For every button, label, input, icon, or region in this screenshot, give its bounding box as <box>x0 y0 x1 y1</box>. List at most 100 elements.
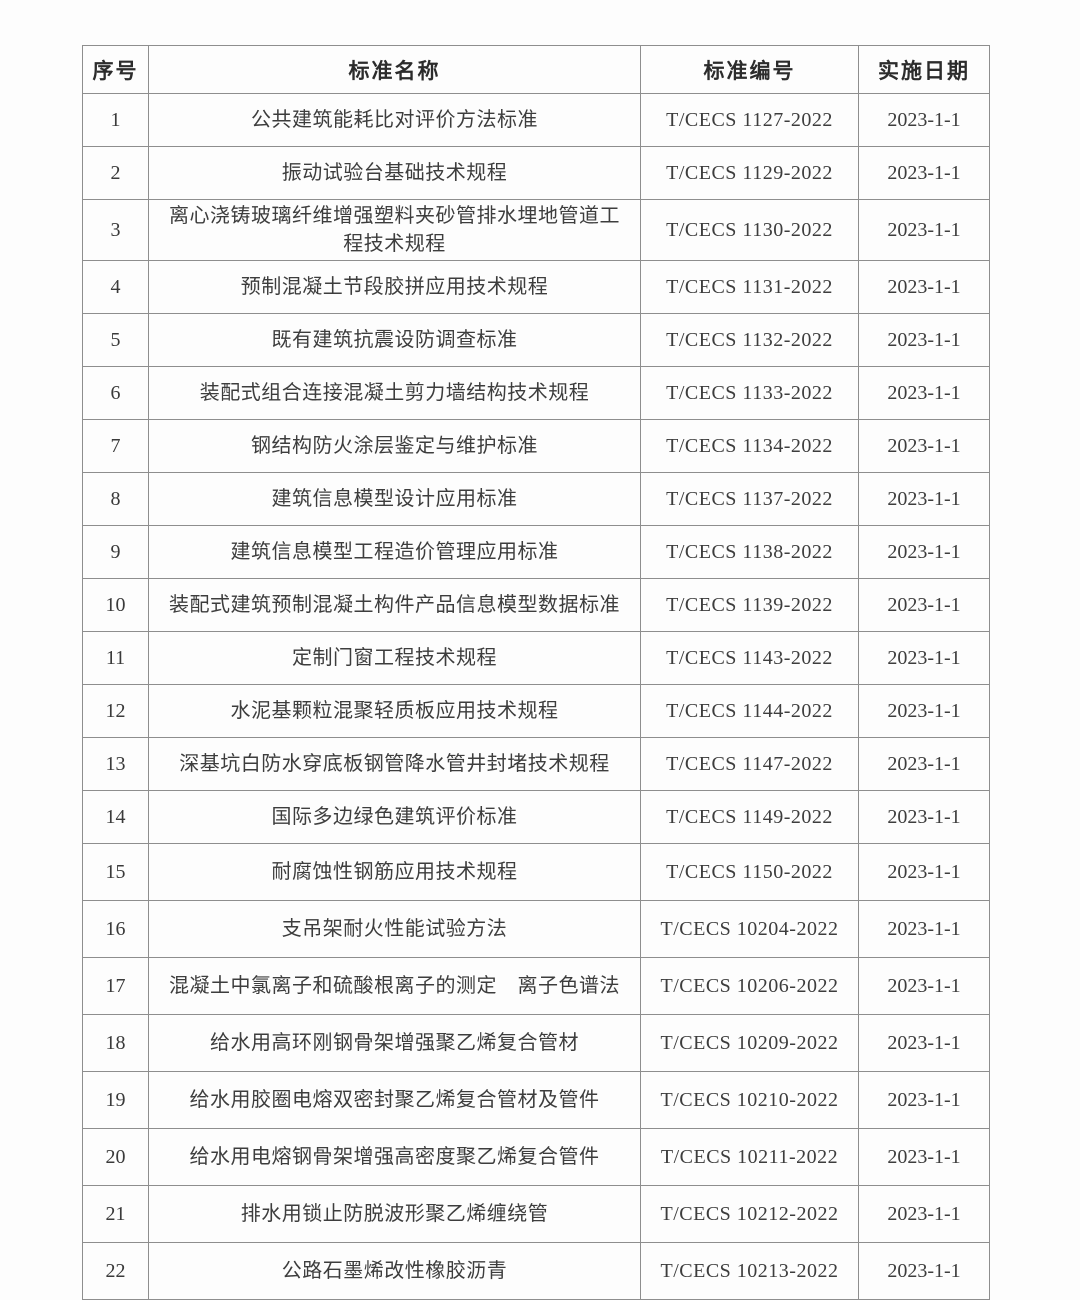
row-index-cell: 12 <box>82 684 149 738</box>
implementation-date-cell: 2023-1-1 <box>858 790 990 844</box>
standard-code-cell: T/CECS 10206-2022 <box>640 957 859 1015</box>
table-row: 22 公路石墨烯改性橡胶沥青 T/CECS 10213-2022 2023-1-… <box>82 1242 990 1300</box>
row-index-cell: 7 <box>82 419 149 473</box>
standard-code-cell: T/CECS 10209-2022 <box>640 1014 859 1072</box>
implementation-date-cell: 2023-1-1 <box>858 631 990 685</box>
standard-name-cell: 耐腐蚀性钢筋应用技术规程 <box>148 843 641 901</box>
row-index-cell: 9 <box>82 525 149 579</box>
standard-name-cell: 混凝土中氯离子和硫酸根离子的测定 离子色谱法 <box>148 957 641 1015</box>
header-row: 序号 标准名称 标准编号 实施日期 <box>82 45 990 94</box>
standard-name-cell: 建筑信息模型工程造价管理应用标准 <box>148 525 641 579</box>
implementation-date-cell: 2023-1-1 <box>858 260 990 314</box>
implementation-date-cell: 2023-1-1 <box>858 419 990 473</box>
standard-code-cell: T/CECS 1130-2022 <box>640 199 859 261</box>
table-row: 16 支吊架耐火性能试验方法 T/CECS 10204-2022 2023-1-… <box>82 900 990 958</box>
implementation-date-cell: 2023-1-1 <box>858 684 990 738</box>
table-row: 10 装配式建筑预制混凝土构件产品信息模型数据标准 T/CECS 1139-20… <box>82 578 990 632</box>
implementation-date-cell: 2023-1-1 <box>858 366 990 420</box>
column-header: 实施日期 <box>858 45 990 94</box>
row-index-cell: 19 <box>82 1071 149 1129</box>
column-header: 标准编号 <box>640 45 859 94</box>
standard-name-cell: 排水用锁止防脱波形聚乙烯缠绕管 <box>148 1185 641 1243</box>
table-row: 15 耐腐蚀性钢筋应用技术规程 T/CECS 1150-2022 2023-1-… <box>82 843 990 901</box>
standard-code-cell: T/CECS 1134-2022 <box>640 419 859 473</box>
implementation-date-cell: 2023-1-1 <box>858 93 990 147</box>
standard-name-cell: 离心浇铸玻璃纤维增强塑料夹砂管排水埋地管道工程技术规程 <box>148 199 641 261</box>
table-row: 11 定制门窗工程技术规程 T/CECS 1143-2022 2023-1-1 <box>82 631 990 685</box>
standard-name-cell: 支吊架耐火性能试验方法 <box>148 900 641 958</box>
table-row: 7 钢结构防火涂层鉴定与维护标准 T/CECS 1134-2022 2023-1… <box>82 419 990 473</box>
table-row: 17 混凝土中氯离子和硫酸根离子的测定 离子色谱法 T/CECS 10206-2… <box>82 957 990 1015</box>
implementation-date-cell: 2023-1-1 <box>858 843 990 901</box>
table-row: 8 建筑信息模型设计应用标准 T/CECS 1137-2022 2023-1-1 <box>82 472 990 526</box>
standard-name-cell: 国际多边绿色建筑评价标准 <box>148 790 641 844</box>
table-row: 13 深基坑白防水穿底板钢管降水管井封堵技术规程 T/CECS 1147-202… <box>82 737 990 791</box>
row-index-cell: 2 <box>82 146 149 200</box>
table-row: 5 既有建筑抗震设防调查标准 T/CECS 1132-2022 2023-1-1 <box>82 313 990 367</box>
row-index-cell: 13 <box>82 737 149 791</box>
implementation-date-cell: 2023-1-1 <box>858 199 990 261</box>
standard-name-cell: 钢结构防火涂层鉴定与维护标准 <box>148 419 641 473</box>
standard-code-cell: T/CECS 1149-2022 <box>640 790 859 844</box>
standard-code-cell: T/CECS 10211-2022 <box>640 1128 859 1186</box>
implementation-date-cell: 2023-1-1 <box>858 737 990 791</box>
standard-name-cell: 公共建筑能耗比对评价方法标准 <box>148 93 641 147</box>
implementation-date-cell: 2023-1-1 <box>858 957 990 1015</box>
implementation-date-cell: 2023-1-1 <box>858 1071 990 1129</box>
row-index-cell: 18 <box>82 1014 149 1072</box>
implementation-date-cell: 2023-1-1 <box>858 472 990 526</box>
row-index-cell: 10 <box>82 578 149 632</box>
implementation-date-cell: 2023-1-1 <box>858 525 990 579</box>
standard-code-cell: T/CECS 10204-2022 <box>640 900 859 958</box>
row-index-cell: 3 <box>82 199 149 261</box>
row-index-cell: 17 <box>82 957 149 1015</box>
standard-code-cell: T/CECS 1131-2022 <box>640 260 859 314</box>
table-row: 21 排水用锁止防脱波形聚乙烯缠绕管 T/CECS 10212-2022 202… <box>82 1185 990 1243</box>
standard-name-cell: 给水用高环刚钢骨架增强聚乙烯复合管材 <box>148 1014 641 1072</box>
standard-name-cell: 深基坑白防水穿底板钢管降水管井封堵技术规程 <box>148 737 641 791</box>
standard-name-cell: 给水用电熔钢骨架增强高密度聚乙烯复合管件 <box>148 1128 641 1186</box>
row-index-cell: 11 <box>82 631 149 685</box>
row-index-cell: 6 <box>82 366 149 420</box>
table-row: 20 给水用电熔钢骨架增强高密度聚乙烯复合管件 T/CECS 10211-202… <box>82 1128 990 1186</box>
row-index-cell: 16 <box>82 900 149 958</box>
implementation-date-cell: 2023-1-1 <box>858 146 990 200</box>
standard-code-cell: T/CECS 1147-2022 <box>640 737 859 791</box>
standard-code-cell: T/CECS 1137-2022 <box>640 472 859 526</box>
implementation-date-cell: 2023-1-1 <box>858 1185 990 1243</box>
standard-code-cell: T/CECS 1129-2022 <box>640 146 859 200</box>
table-row: 9 建筑信息模型工程造价管理应用标准 T/CECS 1138-2022 2023… <box>82 525 990 579</box>
implementation-date-cell: 2023-1-1 <box>858 578 990 632</box>
implementation-date-cell: 2023-1-1 <box>858 313 990 367</box>
row-index-cell: 21 <box>82 1185 149 1243</box>
column-header: 标准名称 <box>148 45 641 94</box>
row-index-cell: 5 <box>82 313 149 367</box>
column-header: 序号 <box>82 45 149 94</box>
standard-code-cell: T/CECS 1133-2022 <box>640 366 859 420</box>
table-row: 14 国际多边绿色建筑评价标准 T/CECS 1149-2022 2023-1-… <box>82 790 990 844</box>
row-index-cell: 14 <box>82 790 149 844</box>
row-index-cell: 8 <box>82 472 149 526</box>
table-row: 4 预制混凝土节段胶拼应用技术规程 T/CECS 1131-2022 2023-… <box>82 260 990 314</box>
standards-table: 序号 标准名称 标准编号 实施日期 1 公共建筑能耗比对评价方法标准 T/CECS 1… <box>82 45 990 1300</box>
standard-code-cell: T/CECS 10213-2022 <box>640 1242 859 1300</box>
table-row: 1 公共建筑能耗比对评价方法标准 T/CECS 1127-2022 2023-1… <box>82 93 990 147</box>
standard-name-cell: 装配式组合连接混凝土剪力墙结构技术规程 <box>148 366 641 420</box>
table-row: 3 离心浇铸玻璃纤维增强塑料夹砂管排水埋地管道工程技术规程 T/CECS 113… <box>82 199 990 261</box>
standard-name-cell: 公路石墨烯改性橡胶沥青 <box>148 1242 641 1300</box>
implementation-date-cell: 2023-1-1 <box>858 1128 990 1186</box>
standard-name-cell: 振动试验台基础技术规程 <box>148 146 641 200</box>
table-row: 12 水泥基颗粒混聚轻质板应用技术规程 T/CECS 1144-2022 202… <box>82 684 990 738</box>
row-index-cell: 1 <box>82 93 149 147</box>
row-index-cell: 4 <box>82 260 149 314</box>
standard-code-cell: T/CECS 1139-2022 <box>640 578 859 632</box>
standard-name-cell: 给水用胶圈电熔双密封聚乙烯复合管材及管件 <box>148 1071 641 1129</box>
standard-name-cell: 建筑信息模型设计应用标准 <box>148 472 641 526</box>
standard-code-cell: T/CECS 1132-2022 <box>640 313 859 367</box>
standard-code-cell: T/CECS 1144-2022 <box>640 684 859 738</box>
standard-code-cell: T/CECS 1150-2022 <box>640 843 859 901</box>
implementation-date-cell: 2023-1-1 <box>858 900 990 958</box>
table-header: 序号 标准名称 标准编号 实施日期 <box>82 45 990 94</box>
table-row: 2 振动试验台基础技术规程 T/CECS 1129-2022 2023-1-1 <box>82 146 990 200</box>
